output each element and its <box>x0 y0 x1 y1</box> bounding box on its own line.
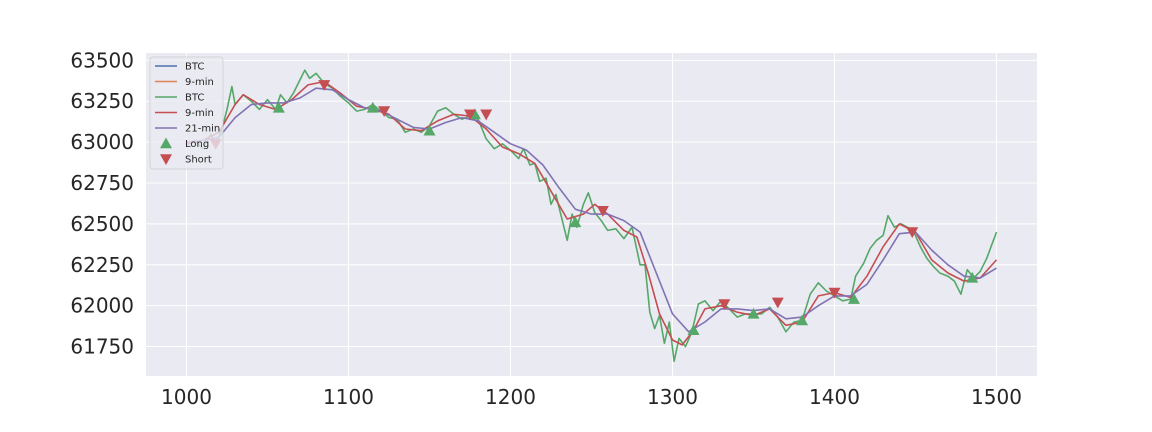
x-tick-label: 1400 <box>809 385 860 409</box>
legend-label: 9-min <box>185 77 214 88</box>
legend-swatch-marker <box>160 154 172 165</box>
short-signal-marker <box>718 299 731 311</box>
long-signal-marker <box>796 314 809 326</box>
y-tick-label: 63250 <box>70 89 134 113</box>
grid-lines <box>146 53 1037 376</box>
y-tick-label: 63500 <box>70 48 134 72</box>
y-tick-label: 62000 <box>70 294 134 318</box>
legend-label: 9-min <box>185 108 214 119</box>
long-signal-marker <box>687 324 700 336</box>
short-signal-marker <box>771 297 784 309</box>
long-signal-marker <box>847 293 860 304</box>
x-tick-label: 1300 <box>647 385 698 409</box>
y-tick-label: 63000 <box>70 130 134 154</box>
legend: BTC 9-min BTC 9-min 21-min Long Short <box>149 56 224 170</box>
series-line-21-min <box>186 87 997 333</box>
short-signal-marker <box>318 80 331 91</box>
legend-swatch-marker <box>160 137 172 149</box>
legend-box <box>149 56 224 170</box>
long-signal-marker <box>272 101 285 113</box>
short-signal-marker <box>906 227 919 239</box>
long-signal-marker <box>366 101 379 113</box>
legend-label: 21-min <box>185 124 220 135</box>
short-signal-marker <box>464 109 476 121</box>
legend-label: BTC <box>185 93 204 104</box>
y-tick-label: 62750 <box>70 171 134 195</box>
short-signal-marker <box>378 106 391 118</box>
y-tick-label: 62250 <box>70 253 134 277</box>
short-signal-marker <box>480 109 493 121</box>
axis-ticks: 1000 1100 1200 1300 1400 1500 61750 62000 62250 6… <box>70 48 1022 409</box>
x-tick-label: 1000 <box>161 385 212 409</box>
long-signal-marker <box>747 307 760 319</box>
long-signal-marker <box>569 216 582 228</box>
legend-label: BTC <box>185 62 204 73</box>
long-signal-marker <box>966 271 979 283</box>
legend-label: Long <box>185 139 209 150</box>
short-signal-marker <box>596 206 609 217</box>
y-tick-label: 62500 <box>70 212 134 236</box>
y-tick-label: 61750 <box>70 335 134 359</box>
legend-label: Short <box>185 155 212 166</box>
x-tick-label: 1500 <box>971 385 1022 409</box>
x-tick-label: 1200 <box>485 385 536 409</box>
series-line-btc <box>186 69 998 363</box>
short-signal-marker <box>828 287 841 299</box>
x-tick-label: 1100 <box>323 385 374 409</box>
long-signal-marker <box>423 124 436 136</box>
